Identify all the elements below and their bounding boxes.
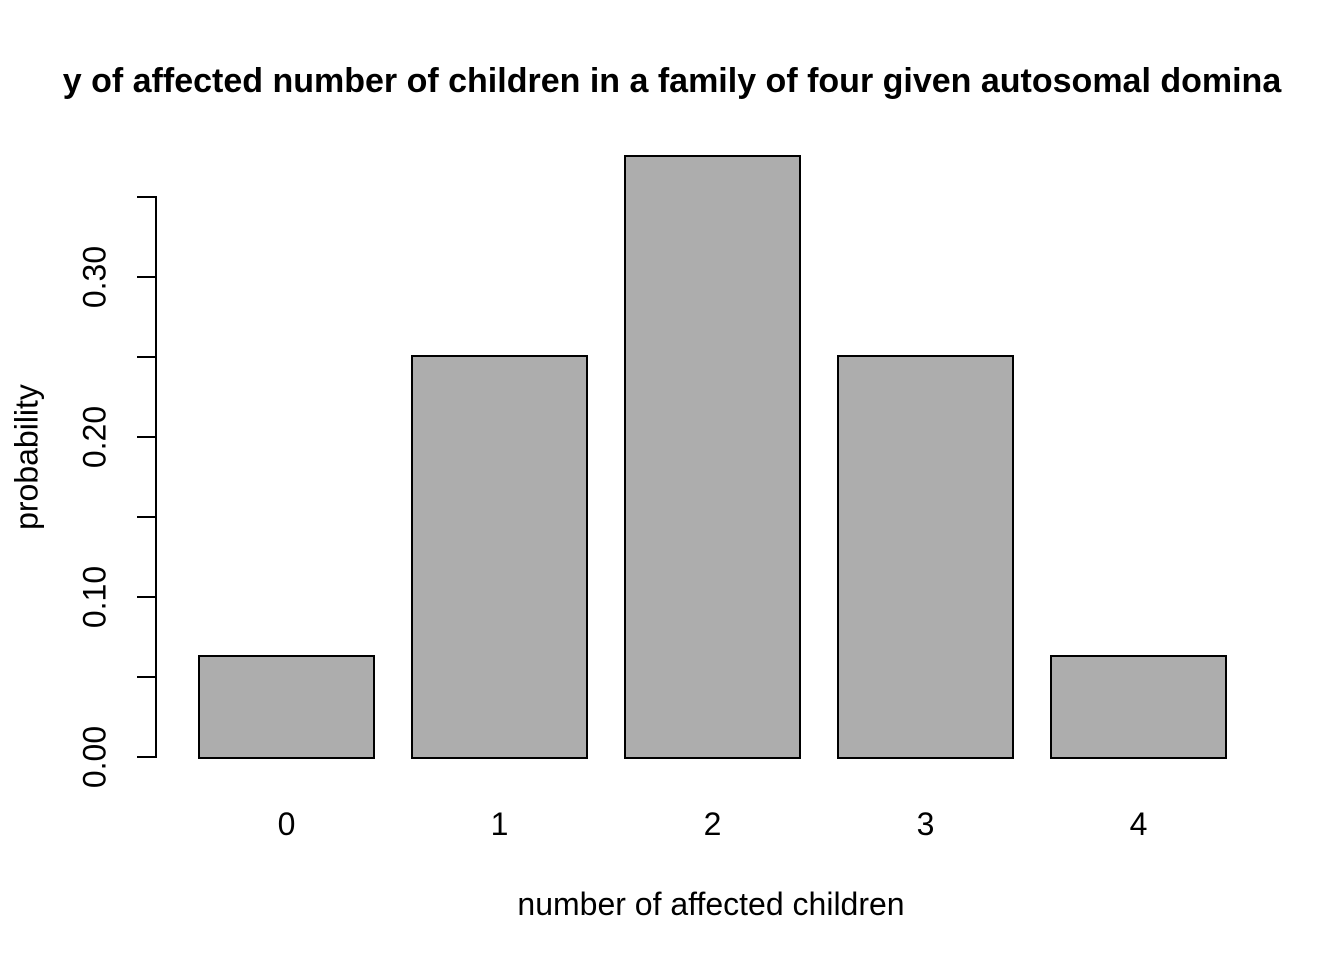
y-tick-label: 0.20	[76, 405, 113, 469]
x-tick-label-2: 2	[703, 806, 722, 842]
y-tick	[137, 596, 155, 598]
bar-0	[198, 655, 375, 759]
y-tick-label: 0.00	[76, 725, 113, 789]
y-tick	[137, 436, 155, 438]
y-tick	[137, 756, 155, 758]
y-axis-title: probability	[8, 384, 45, 530]
x-tick-label-3: 3	[916, 806, 935, 842]
bar-4	[1050, 655, 1227, 759]
x-axis-title: number of affected children	[517, 886, 905, 922]
chart-title: y of affected number of children in a fa…	[62, 62, 1282, 100]
y-tick	[137, 676, 155, 678]
bar-3	[837, 355, 1014, 759]
x-tick-label-4: 4	[1129, 806, 1148, 842]
y-axis-line	[155, 196, 157, 758]
y-tick-label: 0.30	[76, 245, 113, 309]
y-tick	[137, 276, 155, 278]
y-tick	[137, 356, 155, 358]
bar-1	[411, 355, 588, 759]
x-tick-label-1: 1	[490, 806, 509, 842]
y-tick	[137, 196, 155, 198]
bar-2	[624, 155, 801, 759]
y-tick	[137, 516, 155, 518]
x-tick-label-0: 0	[277, 806, 296, 842]
y-tick-label: 0.10	[76, 565, 113, 629]
